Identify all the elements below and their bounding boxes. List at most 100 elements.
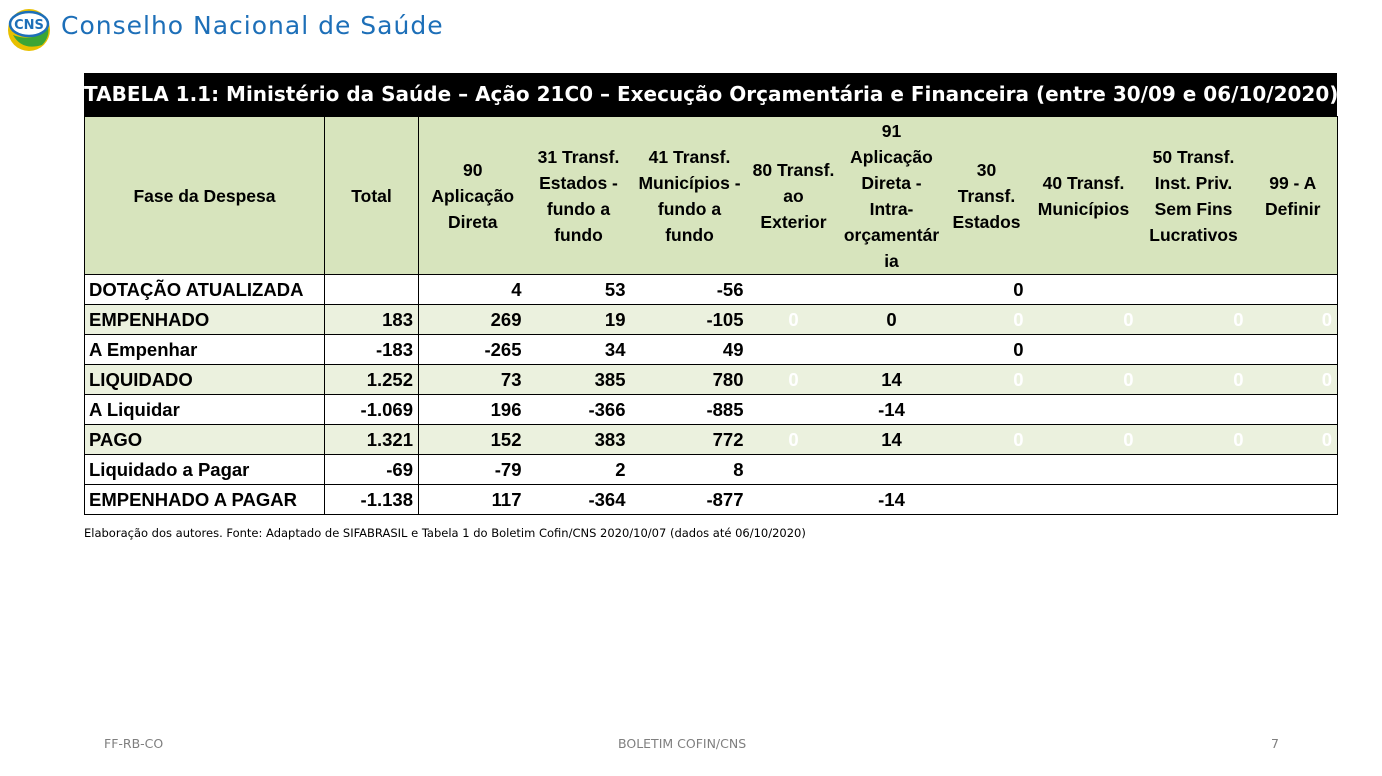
table-cell: 49	[630, 334, 749, 365]
column-header: 50 Transf. Inst. Priv. Sem Fins Lucrativ…	[1138, 116, 1249, 275]
row-label: LIQUIDADO	[84, 364, 325, 395]
table-cell: 0	[1028, 364, 1139, 395]
table-cell: 152	[418, 424, 527, 455]
organization-title: Conselho Nacional de Saúde	[61, 11, 444, 40]
table-cell: -364	[526, 484, 631, 515]
table-cell: 19	[526, 304, 631, 335]
table-cell: -14	[838, 394, 945, 425]
table-cell: 383	[526, 424, 631, 455]
table-cell: 0	[1138, 304, 1249, 335]
table-cell: 1.321	[324, 424, 419, 455]
column-header: 90 Aplicação Direta	[418, 116, 527, 275]
table-cell	[1028, 454, 1139, 485]
table-cell: 0	[838, 304, 945, 335]
table-cell: -885	[630, 394, 749, 425]
table-body: DOTAÇÃO ATUALIZADA 4 53 -56 0 EMPENHADO 183 269…	[84, 274, 1338, 515]
table-row: A Empenhar -183 -265 34 49 0	[84, 334, 1338, 365]
table-cell	[838, 334, 945, 365]
footer-center-text: BOLETIM COFIN/CNS	[618, 736, 747, 751]
table-cell: -183	[324, 334, 419, 365]
row-label: Liquidado a Pagar	[84, 454, 325, 485]
cns-logo-icon: CNS	[8, 9, 50, 51]
table-cell: 73	[418, 364, 527, 395]
table-row: LIQUIDADO 1.252 73 385 780 0 14 0 0 0 0	[84, 364, 1338, 395]
table-cell	[1138, 484, 1249, 515]
table-cell: 0	[1028, 424, 1139, 455]
table-cell: -265	[418, 334, 527, 365]
column-header: Total	[324, 116, 419, 275]
table-cell	[1028, 484, 1139, 515]
row-label: EMPENHADO	[84, 304, 325, 335]
table-cell: 1.252	[324, 364, 419, 395]
table-cell: 0	[748, 304, 839, 335]
table-cell	[1028, 334, 1139, 365]
table-cell: 0	[944, 364, 1029, 395]
table-cell	[1248, 394, 1338, 425]
table-cell: 0	[1028, 304, 1139, 335]
column-header: 30 Transf. Estados	[944, 116, 1029, 275]
table-cell	[838, 274, 945, 305]
column-header: 80 Transf. ao Exterior	[748, 116, 839, 275]
table-cell: -105	[630, 304, 749, 335]
table-cell	[1248, 334, 1338, 365]
table-cell	[1138, 274, 1249, 305]
table-cell: 0	[1138, 364, 1249, 395]
row-label: DOTAÇÃO ATUALIZADA	[84, 274, 325, 305]
table-cell: 0	[1248, 304, 1338, 335]
table-cell: 0	[1138, 424, 1249, 455]
table-cell: 780	[630, 364, 749, 395]
table-cell: 14	[838, 424, 945, 455]
table-cell: 117	[418, 484, 527, 515]
table-cell	[1138, 334, 1249, 365]
column-header: 40 Transf. Municípios	[1028, 116, 1139, 275]
table-cell: 53	[526, 274, 631, 305]
table-cell	[1138, 394, 1249, 425]
row-label: EMPENHADO A PAGAR	[84, 484, 325, 515]
table-cell	[748, 334, 839, 365]
table-cell	[1248, 274, 1338, 305]
table-cell	[1248, 484, 1338, 515]
table-row: PAGO 1.321 152 383 772 0 14 0 0 0 0	[84, 424, 1338, 455]
table-cell	[748, 484, 839, 515]
table-cell: 0	[944, 304, 1029, 335]
row-label: A Liquidar	[84, 394, 325, 425]
table-cell	[838, 454, 945, 485]
table-cell: 34	[526, 334, 631, 365]
table-cell: -69	[324, 454, 419, 485]
table-cell: 0	[944, 274, 1029, 305]
table-cell: -56	[630, 274, 749, 305]
table-row: Liquidado a Pagar -69 -79 2 8	[84, 454, 1338, 485]
table-cell: 196	[418, 394, 527, 425]
row-label: A Empenhar	[84, 334, 325, 365]
table-cell: -1.069	[324, 394, 419, 425]
column-header: 31 Transf. Estados - fundo a fundo	[526, 116, 631, 275]
source-note: Elaboração dos autores. Fonte: Adaptado …	[84, 526, 806, 540]
table-row: EMPENHADO 183 269 19 -105 0 0 0 0 0 0	[84, 304, 1338, 335]
table-cell	[1028, 394, 1139, 425]
table-cell	[1248, 454, 1338, 485]
table-cell: -79	[418, 454, 527, 485]
table-cell	[324, 274, 419, 305]
page-number: 7	[1271, 736, 1279, 751]
table-cell	[944, 454, 1029, 485]
footer-left-text: FF-RB-CO	[104, 736, 164, 751]
budget-table: Fase da Despesa Total 90 Aplicação Diret…	[84, 116, 1338, 515]
page-header: CNS Conselho Nacional de Saúde	[0, 0, 600, 60]
table-cell: 4	[418, 274, 527, 305]
table-cell	[1028, 274, 1139, 305]
column-header: 41 Transf. Municípios - fundo a fundo	[630, 116, 749, 275]
budget-table-container: TABELA 1.1: Ministério da Saúde – Ação 2…	[84, 73, 1338, 515]
table-row: EMPENHADO A PAGAR -1.138 117 -364 -877 -14	[84, 484, 1338, 515]
table-cell: 269	[418, 304, 527, 335]
table-cell	[1138, 454, 1249, 485]
table-cell: 385	[526, 364, 631, 395]
table-row: DOTAÇÃO ATUALIZADA 4 53 -56 0	[84, 274, 1338, 305]
table-cell: 0	[1248, 424, 1338, 455]
column-header: Fase da Despesa	[84, 116, 325, 275]
table-cell: 0	[748, 424, 839, 455]
table-cell: 0	[748, 364, 839, 395]
table-cell: 0	[944, 424, 1029, 455]
table-row: A Liquidar -1.069 196 -366 -885 -14	[84, 394, 1338, 425]
table-cell: -1.138	[324, 484, 419, 515]
row-label: PAGO	[84, 424, 325, 455]
